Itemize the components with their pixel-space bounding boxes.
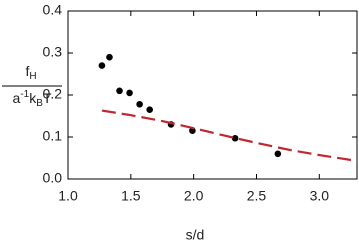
- y-tick-label: 0.2: [43, 86, 63, 102]
- data-point: [136, 100, 143, 108]
- y-label-denominator: a-1kBT: [13, 89, 52, 109]
- data-point: [116, 87, 123, 95]
- data-point: [231, 134, 239, 142]
- x-tick-label: 1.5: [121, 188, 141, 204]
- y-label-numerator: fH: [25, 63, 36, 82]
- x-tick-label: 3.0: [310, 188, 330, 204]
- x-tick-label: 2.5: [247, 188, 267, 204]
- x-tick-label: 2.0: [184, 188, 204, 204]
- data-point: [146, 106, 153, 113]
- data-point: [98, 62, 106, 69]
- x-tick-label: 1.0: [58, 188, 78, 204]
- data-point: [189, 127, 196, 134]
- fit-line: [101, 109, 358, 163]
- data-point: [106, 53, 113, 61]
- y-tick-label: 0.1: [43, 128, 63, 144]
- plot-frame: [67, 10, 358, 180]
- x-axis-label: s/d: [186, 227, 205, 243]
- data-point: [274, 150, 282, 158]
- y-tick-label: 0.3: [43, 44, 63, 60]
- y-axis-label: fH a-1kBT: [2, 63, 62, 109]
- y-tick-label: 0.4: [43, 2, 63, 18]
- y-tick-label: 0.0: [43, 170, 63, 186]
- data-point: [126, 89, 133, 97]
